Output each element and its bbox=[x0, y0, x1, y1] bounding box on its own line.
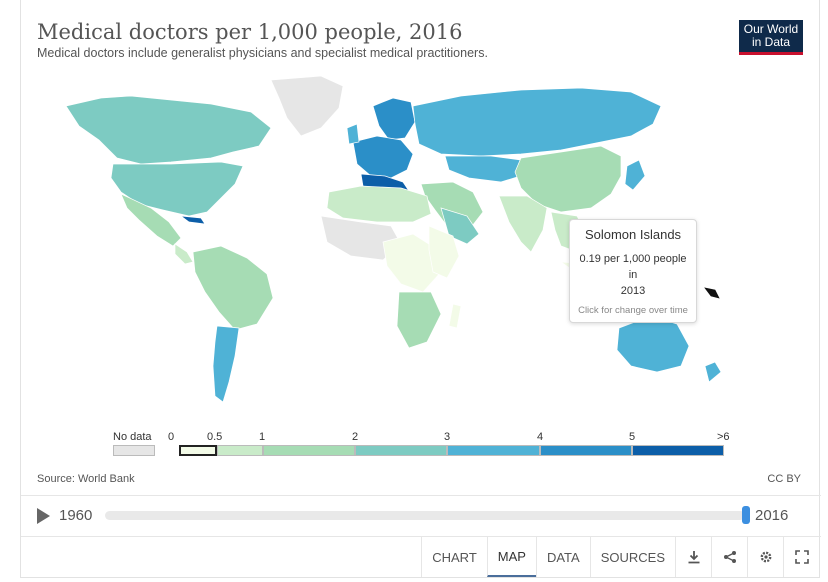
region-south-america-north bbox=[192, 245, 274, 331]
tooltip-in: in bbox=[628, 269, 638, 281]
region-western-europe bbox=[352, 135, 414, 179]
region-central-asia bbox=[444, 155, 528, 183]
legend-swatch-1-2[interactable] bbox=[263, 445, 355, 456]
legend-tick-4: 3 bbox=[444, 431, 451, 443]
page-subtitle: Medical doctors include generalist physi… bbox=[37, 46, 488, 60]
region-russia bbox=[412, 87, 662, 157]
world-map[interactable] bbox=[21, 66, 821, 416]
legend-tick-7: >6 bbox=[717, 431, 730, 443]
share-icon[interactable] bbox=[711, 537, 747, 577]
region-southern-africa bbox=[396, 291, 442, 349]
legend-tick-3: 2 bbox=[352, 431, 359, 443]
legend-tick-2: 1 bbox=[259, 431, 266, 443]
page-title: Medical doctors per 1,000 people, 2016 bbox=[37, 20, 463, 44]
tooltip-hint: Click for change over time bbox=[578, 305, 688, 316]
region-solomon-islands bbox=[704, 287, 720, 299]
tab-map[interactable]: MAP bbox=[486, 537, 536, 577]
map-tooltip[interactable]: Solomon Islands 0.19 per 1,000 people in… bbox=[569, 219, 697, 323]
region-china bbox=[514, 145, 622, 213]
region-mexico bbox=[120, 193, 182, 247]
play-icon[interactable] bbox=[37, 508, 50, 524]
legend-tick-0: 0 bbox=[168, 431, 175, 443]
legend-swatch-4-5[interactable] bbox=[540, 445, 632, 456]
region-north-africa bbox=[326, 185, 432, 223]
region-madagascar bbox=[448, 303, 462, 329]
license-label[interactable]: CC BY bbox=[767, 473, 801, 485]
tooltip-country: Solomon Islands bbox=[584, 227, 682, 242]
region-north-america-north bbox=[65, 95, 272, 165]
tab-data[interactable]: DATA bbox=[535, 537, 590, 577]
tooltip-value: 0.19 per 1,000 people bbox=[579, 253, 687, 265]
logo-line-2: in Data bbox=[751, 35, 791, 49]
owid-logo[interactable]: Our World in Data bbox=[739, 20, 803, 55]
timeline-track[interactable] bbox=[105, 511, 745, 520]
legend-swatch-3-4[interactable] bbox=[447, 445, 540, 456]
legend-swatch-5-6[interactable] bbox=[632, 445, 724, 456]
legend-swatch-no-data[interactable] bbox=[113, 445, 155, 456]
source-note[interactable]: Source: World Bank bbox=[37, 473, 135, 485]
region-greenland bbox=[270, 75, 344, 137]
region-cuba bbox=[179, 215, 206, 225]
region-australia bbox=[616, 315, 690, 373]
legend-swatch-0.5-1[interactable] bbox=[217, 445, 263, 456]
legend-swatch-0-0.5[interactable] bbox=[179, 445, 217, 456]
timeline-end-year: 2016 bbox=[755, 507, 789, 524]
tooltip-value-block: 0.19 per 1,000 people in 2013 bbox=[570, 251, 696, 299]
download-icon[interactable] bbox=[675, 537, 711, 577]
region-new-zealand bbox=[704, 361, 722, 383]
legend-swatch-2-3[interactable] bbox=[355, 445, 447, 456]
color-legend: No data 0 0.5 1 2 3 4 5 >6 bbox=[21, 428, 821, 458]
logo-line-1: Our World bbox=[743, 22, 799, 36]
tooltip-year: 2013 bbox=[620, 285, 646, 297]
tab-chart[interactable]: CHART bbox=[421, 537, 487, 577]
region-india bbox=[498, 195, 548, 253]
timeline-handle[interactable] bbox=[742, 506, 750, 524]
region-japan bbox=[624, 159, 646, 191]
timeline: 1960 2016 bbox=[21, 500, 821, 532]
region-central-africa bbox=[382, 233, 442, 293]
region-usa bbox=[110, 161, 244, 217]
region-east-africa bbox=[428, 225, 460, 279]
legend-tick-5: 4 bbox=[537, 431, 544, 443]
tab-sources[interactable]: SOURCES bbox=[589, 537, 675, 577]
divider bbox=[21, 495, 821, 496]
legend-no-data-label: No data bbox=[113, 431, 152, 443]
region-uk bbox=[346, 123, 360, 145]
legend-tick-6: 5 bbox=[629, 431, 636, 443]
fullscreen-icon[interactable] bbox=[783, 537, 819, 577]
legend-tick-1: 0.5 bbox=[207, 431, 223, 443]
timeline-start-year: 1960 bbox=[59, 507, 93, 524]
region-scandinavia bbox=[372, 97, 416, 141]
region-central-america bbox=[174, 243, 194, 265]
region-argentina bbox=[212, 325, 240, 403]
settings-icon[interactable] bbox=[747, 537, 783, 577]
divider bbox=[21, 536, 821, 537]
tab-bar: CHART MAP DATA SOURCES bbox=[421, 537, 819, 577]
chart-frame: Medical doctors per 1,000 people, 2016 M… bbox=[20, 0, 821, 578]
